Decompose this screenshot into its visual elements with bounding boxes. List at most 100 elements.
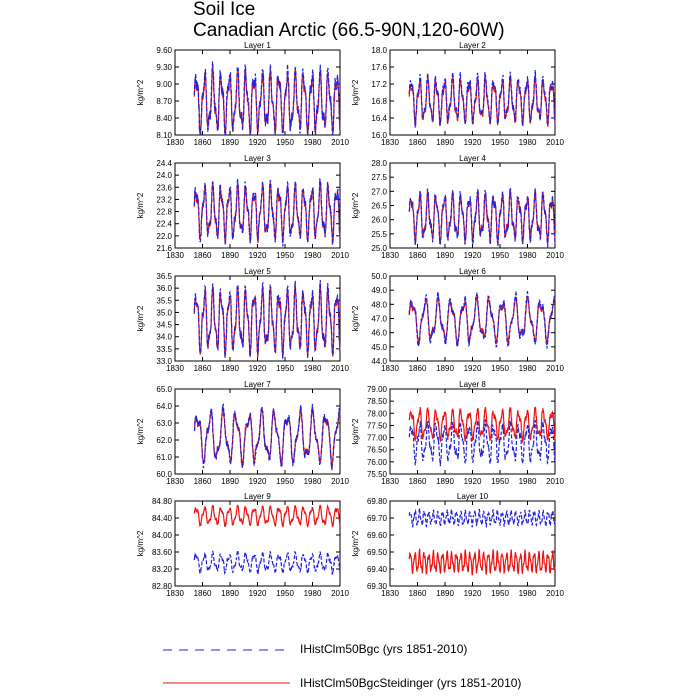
layer-8-xtick-label-1: 1860: [409, 477, 427, 486]
layer-9-title: Layer 9: [244, 492, 271, 501]
layer-6-ytick-label-2: 48.0: [371, 300, 387, 309]
layer-3-ytick-label-2: 23.6: [156, 183, 172, 192]
layer-9-ytick-label-1: 84.40: [152, 514, 173, 523]
layer-9-xtick-label-1: 1860: [194, 589, 212, 598]
layer-3-xtick-label-6: 2010: [331, 251, 349, 260]
layer-10-ytick-label-3: 69.50: [367, 548, 388, 557]
layer-8-ytick-label-6: 76.00: [367, 458, 388, 467]
layer-7-ytick-label-2: 63.0: [156, 419, 172, 428]
layer-7-xtick-label-5: 1980: [304, 477, 322, 486]
layer-8-title: Layer 8: [459, 380, 486, 389]
chart-title-line2: Canadian Arctic (66.5-90N,120-60W): [193, 20, 505, 41]
layer-6-xtick-label-5: 1980: [519, 364, 537, 373]
layer-5-ytick-label-3: 35.0: [156, 308, 172, 317]
layer-4-xtick-label-3: 1920: [464, 251, 482, 260]
layer-10-xtick-label-4: 1950: [491, 589, 509, 598]
layer-3-ylabel: kg/m^2: [136, 192, 145, 218]
layer-1-ytick-label-2: 9.00: [156, 80, 172, 89]
layer-2-ytick-label-3: 16.8: [371, 97, 387, 106]
layer-7-xtick-label-3: 1920: [249, 477, 267, 486]
layer-2-xtick-label-3: 1920: [464, 138, 482, 147]
layer-10-ytick-label-0: 69.80: [367, 497, 388, 506]
layer-8-ytick-label-7: 75.50: [367, 470, 388, 479]
layer-6-ytick-label-0: 50.0: [371, 272, 387, 281]
layer-6-title: Layer 6: [459, 267, 486, 276]
layer-1-ytick-label-4: 8.40: [156, 114, 172, 123]
layer-1-ytick-label-3: 8.70: [156, 97, 172, 106]
layer-4-ytick-label-1: 27.5: [371, 173, 387, 182]
layer-1-ytick-label-1: 9.30: [156, 63, 172, 72]
layer-5-ylabel: kg/m^2: [136, 305, 145, 331]
layer-2-ytick-label-4: 16.4: [371, 114, 387, 123]
layer-9-xtick-label-4: 1950: [276, 589, 294, 598]
layer-3-xtick-label-0: 1830: [166, 251, 184, 260]
layer-9-series-bgc: [193, 550, 341, 576]
layer-8-xtick-label-4: 1950: [491, 477, 509, 486]
layer-6-xtick-label-1: 1860: [409, 364, 427, 373]
layer-8-xtick-label-5: 1980: [519, 477, 537, 486]
layer-5-series-bgc: [193, 279, 341, 360]
layer-1-xtick-label-3: 1920: [249, 138, 267, 147]
layer-4-title: Layer 4: [459, 154, 486, 163]
layer-2-xtick-label-1: 1860: [409, 138, 427, 147]
layer-5-xtick-label-6: 2010: [331, 364, 349, 373]
layer-7-ytick-label-5: 60.0: [156, 470, 172, 479]
layer-3-xtick-label-5: 1980: [304, 251, 322, 260]
layer-4-ytick-label-6: 25.0: [371, 244, 387, 253]
layer-7-ytick-label-4: 61.0: [156, 453, 172, 462]
layer-5-title: Layer 5: [244, 267, 271, 276]
layer-8-series-steidinger: [408, 406, 556, 444]
layer-2-ytick-label-1: 17.6: [371, 63, 387, 72]
layer-8-ytick-label-5: 76.50: [367, 446, 388, 455]
layer-5-xtick-label-0: 1830: [166, 364, 184, 373]
layer-10-xtick-label-6: 2010: [546, 589, 564, 598]
layer-7-ytick-label-3: 62.0: [156, 436, 172, 445]
layer-6-xtick-label-3: 1920: [464, 364, 482, 373]
layer-3-series-bgc: [193, 178, 341, 247]
layer-4-ytick-label-2: 27.0: [371, 187, 387, 196]
legend-label-bgc: IHistClm50Bgc (yrs 1851-2010): [300, 642, 468, 656]
layer-4-xtick-label-4: 1950: [491, 251, 509, 260]
layer-9-xtick-label-5: 1980: [304, 589, 322, 598]
layer-9-ytick-label-3: 83.60: [152, 548, 173, 557]
layer-1-title: Layer 1: [244, 41, 271, 50]
layer-9-ytick-label-0: 84.80: [152, 497, 173, 506]
layer-9-xtick-label-2: 1890: [221, 589, 239, 598]
layer-3-title: Layer 3: [244, 154, 271, 163]
layer-9-ytick-label-4: 83.20: [152, 565, 173, 574]
layer-1-xtick-label-2: 1890: [221, 138, 239, 147]
layer-4-series-bgc: [408, 188, 556, 248]
layer-1-xtick-label-0: 1830: [166, 138, 184, 147]
layer-3-xtick-label-2: 1890: [221, 251, 239, 260]
layer-4-xtick-label-0: 1830: [381, 251, 399, 260]
layer-6-xtick-label-0: 1830: [381, 364, 399, 373]
layer-8-series-bgc: [408, 417, 556, 467]
layer-9-series-steidinger: [193, 503, 341, 528]
layer-7-xtick-label-0: 1830: [166, 477, 184, 486]
layer-3-ytick-label-4: 22.8: [156, 208, 172, 217]
layer-5-ytick-label-7: 33.0: [156, 357, 172, 366]
layer-6-ylabel: kg/m^2: [351, 305, 360, 331]
layer-1-xtick-label-4: 1950: [276, 138, 294, 147]
layer-2-xtick-label-0: 1830: [381, 138, 399, 147]
layer-5-xtick-label-4: 1950: [276, 364, 294, 373]
layer-2-xtick-label-2: 1890: [436, 138, 454, 147]
layer-4-xtick-label-2: 1890: [436, 251, 454, 260]
layer-5-xtick-label-1: 1860: [194, 364, 212, 373]
layer-3-ytick-label-5: 22.4: [156, 220, 172, 229]
layer-4-xtick-label-6: 2010: [546, 251, 564, 260]
layer-4-ytick-label-4: 26.0: [371, 216, 387, 225]
layer-8-ytick-label-3: 77.50: [367, 421, 388, 430]
layer-3-ytick-label-7: 21.6: [156, 244, 172, 253]
layer-8-xtick-label-6: 2010: [546, 477, 564, 486]
layer-5-xtick-label-5: 1980: [304, 364, 322, 373]
layer-9-ytick-label-5: 82.80: [152, 582, 173, 591]
layer-10-xtick-label-3: 1920: [464, 589, 482, 598]
layer-8-xtick-label-2: 1890: [436, 477, 454, 486]
layer-2-ylabel: kg/m^2: [351, 79, 360, 105]
layer-10-series-bgc: [408, 508, 556, 529]
layer-9-xtick-label-3: 1920: [249, 589, 267, 598]
layer-10-xtick-label-5: 1980: [519, 589, 537, 598]
layer-7-xtick-label-1: 1860: [194, 477, 212, 486]
